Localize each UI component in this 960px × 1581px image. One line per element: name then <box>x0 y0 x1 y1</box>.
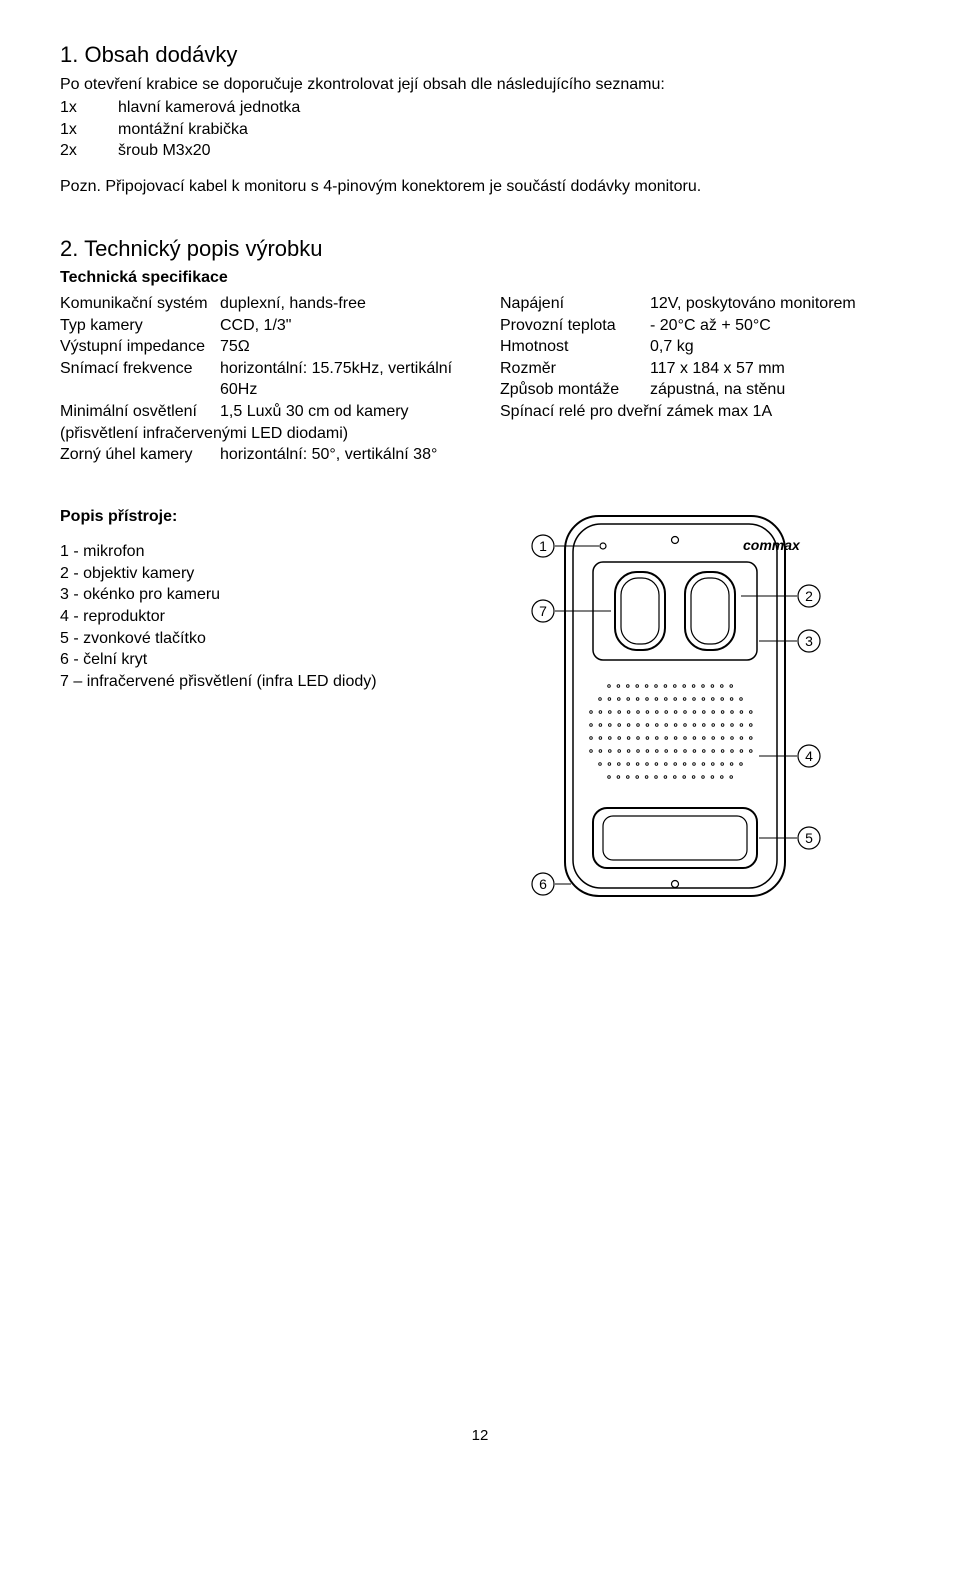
callout-7: 7 <box>539 603 547 619</box>
spec-row: Způsob montážezápustná, na stěnu <box>500 379 900 401</box>
device-item: 2 - objektiv kamery <box>60 563 420 585</box>
spec-row: Snímací frekvencehorizontální: 15.75kHz,… <box>60 358 460 401</box>
spec-columns: Komunikační systémduplexní, hands-freeTy… <box>60 293 900 466</box>
tech-spec-subhead: Technická specifikace <box>60 267 900 289</box>
package-name: montážní krabička <box>118 119 248 141</box>
spec-value: duplexní, hands-free <box>220 293 460 315</box>
section1-note: Pozn. Připojovací kabel k monitoru s 4-p… <box>60 176 900 198</box>
spec-row: Typ kameryCCD, 1/3" <box>60 315 460 337</box>
spec-note: (přisvětlení infračervenými LED diodami) <box>60 423 460 445</box>
device-diagram: commax 1 7 6 <box>485 506 865 946</box>
spec-value: 75Ω <box>220 336 460 358</box>
spec-value: - 20°C až + 50°C <box>650 315 900 337</box>
spec-label: Komunikační systém <box>60 293 220 315</box>
callout-4: 4 <box>805 748 813 764</box>
device-section: Popis přístroje: 1 - mikrofon2 - objekti… <box>60 506 900 946</box>
device-item: 6 - čelní kryt <box>60 649 420 671</box>
spec-row: Provozní teplota- 20°C až + 50°C <box>500 315 900 337</box>
device-item: 4 - reproduktor <box>60 606 420 628</box>
callout-1: 1 <box>539 538 547 554</box>
spec-label: Způsob montáže <box>500 379 650 401</box>
spec-label: Výstupní impedance <box>60 336 220 358</box>
package-item: 1x hlavní kamerová jednotka <box>60 97 900 119</box>
spec-note: Spínací relé pro dveřní zámek max 1A <box>500 401 900 423</box>
device-diagram-wrap: commax 1 7 6 <box>450 506 900 946</box>
device-item: 5 - zvonkové tlačítko <box>60 628 420 650</box>
section1-intro: Po otevření krabice se doporučuje zkontr… <box>60 74 900 96</box>
spec-label: Napájení <box>500 293 650 315</box>
device-item: 3 - okénko pro kameru <box>60 584 420 606</box>
spec-label: Typ kamery <box>60 315 220 337</box>
callout-3: 3 <box>805 633 813 649</box>
spec-value: 0,7 kg <box>650 336 900 358</box>
spec-row: Zorný úhel kameryhorizontální: 50°, vert… <box>60 444 460 466</box>
spec-value: 12V, poskytováno monitorem <box>650 293 900 315</box>
device-title: Popis přístroje: <box>60 506 420 528</box>
spec-col-left: Komunikační systémduplexní, hands-freeTy… <box>60 293 460 466</box>
spec-row: Minimální osvětlení1,5 Luxů 30 cm od kam… <box>60 401 460 423</box>
spec-label: Minimální osvětlení <box>60 401 220 423</box>
callout-6: 6 <box>539 876 547 892</box>
callout-2: 2 <box>805 588 813 604</box>
spec-label: Snímací frekvence <box>60 358 220 401</box>
package-item: 2x šroub M3x20 <box>60 140 900 162</box>
device-item: 1 - mikrofon <box>60 541 420 563</box>
spec-value: CCD, 1/3" <box>220 315 460 337</box>
device-item: 7 – infračervené přisvětlení (infra LED … <box>60 671 420 693</box>
device-list: Popis přístroje: 1 - mikrofon2 - objekti… <box>60 506 420 693</box>
spec-col-right: Napájení12V, poskytováno monitoremProvoz… <box>500 293 900 466</box>
package-list: 1x hlavní kamerová jednotka 1x montážní kra… <box>60 97 900 162</box>
spec-value: 117 x 184 x 57 mm <box>650 358 900 380</box>
spec-label: Hmotnost <box>500 336 650 358</box>
spec-value: horizontální: 15.75kHz, vertikální 60Hz <box>220 358 460 401</box>
package-qty: 1x <box>60 119 90 141</box>
package-name: hlavní kamerová jednotka <box>118 97 300 119</box>
spec-row: Rozměr117 x 184 x 57 mm <box>500 358 900 380</box>
spec-row: Hmotnost0,7 kg <box>500 336 900 358</box>
spec-row: Výstupní impedance75Ω <box>60 336 460 358</box>
page-number: 12 <box>60 1426 900 1446</box>
spec-value: zápustná, na stěnu <box>650 379 900 401</box>
spec-row: Komunikační systémduplexní, hands-free <box>60 293 460 315</box>
spec-row: Napájení12V, poskytováno monitorem <box>500 293 900 315</box>
spec-value: 1,5 Luxů 30 cm od kamery <box>220 401 460 423</box>
package-qty: 1x <box>60 97 90 119</box>
callout-5: 5 <box>805 830 813 846</box>
section2-title: 2. Technický popis výrobku <box>60 234 900 264</box>
section1-title: 1. Obsah dodávky <box>60 40 900 70</box>
package-name: šroub M3x20 <box>118 140 211 162</box>
spec-value: horizontální: 50°, vertikální 38° <box>220 444 460 466</box>
brand-text: commax <box>743 537 801 553</box>
package-item: 1x montážní krabička <box>60 119 900 141</box>
spec-label: Provozní teplota <box>500 315 650 337</box>
spec-label: Zorný úhel kamery <box>60 444 220 466</box>
package-qty: 2x <box>60 140 90 162</box>
spec-label: Rozměr <box>500 358 650 380</box>
